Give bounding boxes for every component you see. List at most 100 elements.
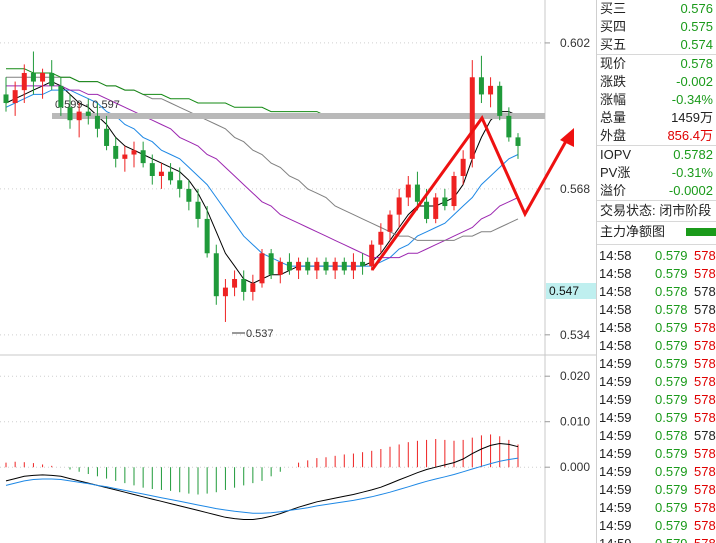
tick-price: 0.579 [655,464,688,479]
candle [12,81,18,116]
candle [94,103,100,138]
candle [360,253,366,275]
candle-body [76,111,82,121]
candle [3,77,9,112]
candle [213,244,219,305]
candle [460,150,466,185]
candle [469,60,475,168]
tick-price-2: 578 [694,518,716,533]
quote-value: -0.0002 [668,183,713,198]
quote-label: 买四 [600,19,627,34]
macd-line [5,457,519,514]
candle [378,223,384,254]
candle [277,257,283,284]
tick-price-2: 578 [694,410,716,425]
candle-body [323,261,329,271]
quote-value: 856.4万 [667,128,713,143]
candle-body [113,145,119,159]
tick-time: 14:59 [599,446,632,461]
candle-body [158,171,164,176]
candle [506,107,512,142]
candle-body [3,94,9,104]
tick-price-2: 578 [694,302,716,317]
quote-value: -0.34% [671,92,713,107]
quote-value: 0.574 [680,37,713,52]
flow-chart-label[interactable]: 主力净额图 [597,221,716,242]
candle-body [286,261,292,271]
tick-price-2: 578 [694,248,716,263]
candle-body [424,201,430,219]
tick-price-2: 578 [694,356,716,371]
candle [515,133,521,159]
candle-body [433,197,439,219]
candle-body [305,261,311,271]
tick-time: 14:58 [599,302,632,317]
tick-price: 0.579 [655,500,688,515]
macd-lines [5,442,519,520]
candle [131,141,137,168]
candle [195,188,201,228]
candle-body [213,253,219,297]
tick-price: 0.579 [655,356,688,371]
candle-body [195,201,201,219]
candle-body [222,287,228,297]
price-tick-label: 0.534 [560,328,590,342]
macd-histogram [5,434,519,495]
quote-label: 涨幅 [600,92,627,107]
tick-time: 14:59 [599,518,632,533]
candle-body [94,115,100,129]
tick-price: 0.579 [655,410,688,425]
quote-value: -0.31% [671,165,713,180]
candle-body [296,261,302,271]
candle [250,274,256,301]
kline-chart[interactable]: 0.602 0.568 0.534 0.599 - 0.597 0.537 0.54… [0,0,596,543]
tick-time: 14:59 [599,500,632,515]
quote-value: -0.002 [676,74,713,89]
tick-price: 0.579 [655,320,688,335]
tick-time: 14:59 [599,535,632,543]
price-grid [0,42,545,336]
candle [21,64,27,104]
candle [158,163,164,189]
candle-body [177,180,183,189]
tick-price: 0.579 [655,266,688,281]
candlesticks [3,51,521,322]
candle-body [259,253,265,284]
tick-price: 0.579 [655,482,688,497]
tick-time: 14:58 [599,320,632,335]
candle [268,248,274,280]
tick-price-2: 578 [694,482,716,497]
candle [140,141,146,168]
candle-body [314,261,320,271]
candle-body [277,261,283,275]
forecast-arrow [370,115,574,271]
candle-body [488,85,494,95]
macd-tick-label: 0.010 [560,415,590,429]
quote-row: 总量 1459万 [597,109,716,127]
tick-time: 14:59 [599,428,632,443]
candle-body [168,171,174,181]
candle [442,188,448,211]
tick-row: 14:58 0.578 578 [597,301,716,319]
quote-row: 买五 0.574 [597,36,716,54]
tick-price: 0.579 [655,374,688,389]
flow-chart-title: 主力净额图 [600,224,666,239]
quote-rows: 买三 0.576 买四 0.575 买五 0.574 现价 0.578 涨跌 -0.002 涨幅 -0… [597,0,716,200]
tick-price-2: 578 [694,535,716,543]
candle-body [378,231,384,245]
tick-price: 0.579 [655,446,688,461]
candle [49,60,55,91]
candle [396,188,402,228]
quote-panel: 买三 0.576 买四 0.575 买五 0.574 现价 0.578 涨跌 -0.002 涨幅 -0… [596,0,716,543]
price-tick-label: 0.602 [560,36,590,50]
quote-label: PV涨 [600,165,631,180]
candle-body [85,111,91,116]
candle [332,257,338,280]
candle-body [478,77,484,95]
candle [341,257,347,275]
quote-row: 涨幅 -0.34% [597,91,716,109]
candle-body [460,158,466,176]
quote-row: IOPV 0.5782 [597,145,716,164]
tick-price-2: 578 [694,320,716,335]
candle-body [341,261,347,271]
